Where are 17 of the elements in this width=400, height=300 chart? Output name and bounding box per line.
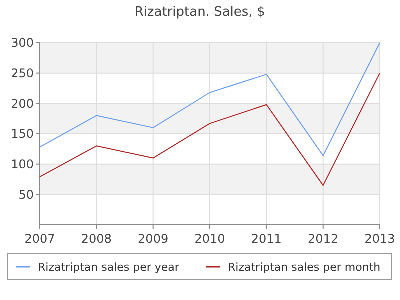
legend-label: Rizatriptan sales per year xyxy=(38,260,180,274)
x-tick-label: 2007 xyxy=(24,232,56,246)
y-tick-label: 200 xyxy=(11,96,34,111)
x-tick-label: 2009 xyxy=(138,232,169,246)
y-tick-label: 250 xyxy=(11,66,34,81)
x-tick-label: 2013 xyxy=(364,232,396,246)
y-tick-label: 300 xyxy=(11,36,34,50)
x-tick-label: 2012 xyxy=(308,232,339,246)
x-tick-label: 2011 xyxy=(251,232,282,246)
line-series xyxy=(40,72,380,186)
chart-title: Rizatriptan. Sales, $ xyxy=(134,5,266,20)
x-tick-label: 2010 xyxy=(194,232,226,246)
legend-label: Rizatriptan sales per month xyxy=(228,260,381,274)
y-tick-label: 50 xyxy=(18,188,34,202)
x-tick-label: 2008 xyxy=(81,232,112,246)
y-tick-label: 150 xyxy=(11,127,34,142)
y-tick-label: 100 xyxy=(11,158,34,172)
